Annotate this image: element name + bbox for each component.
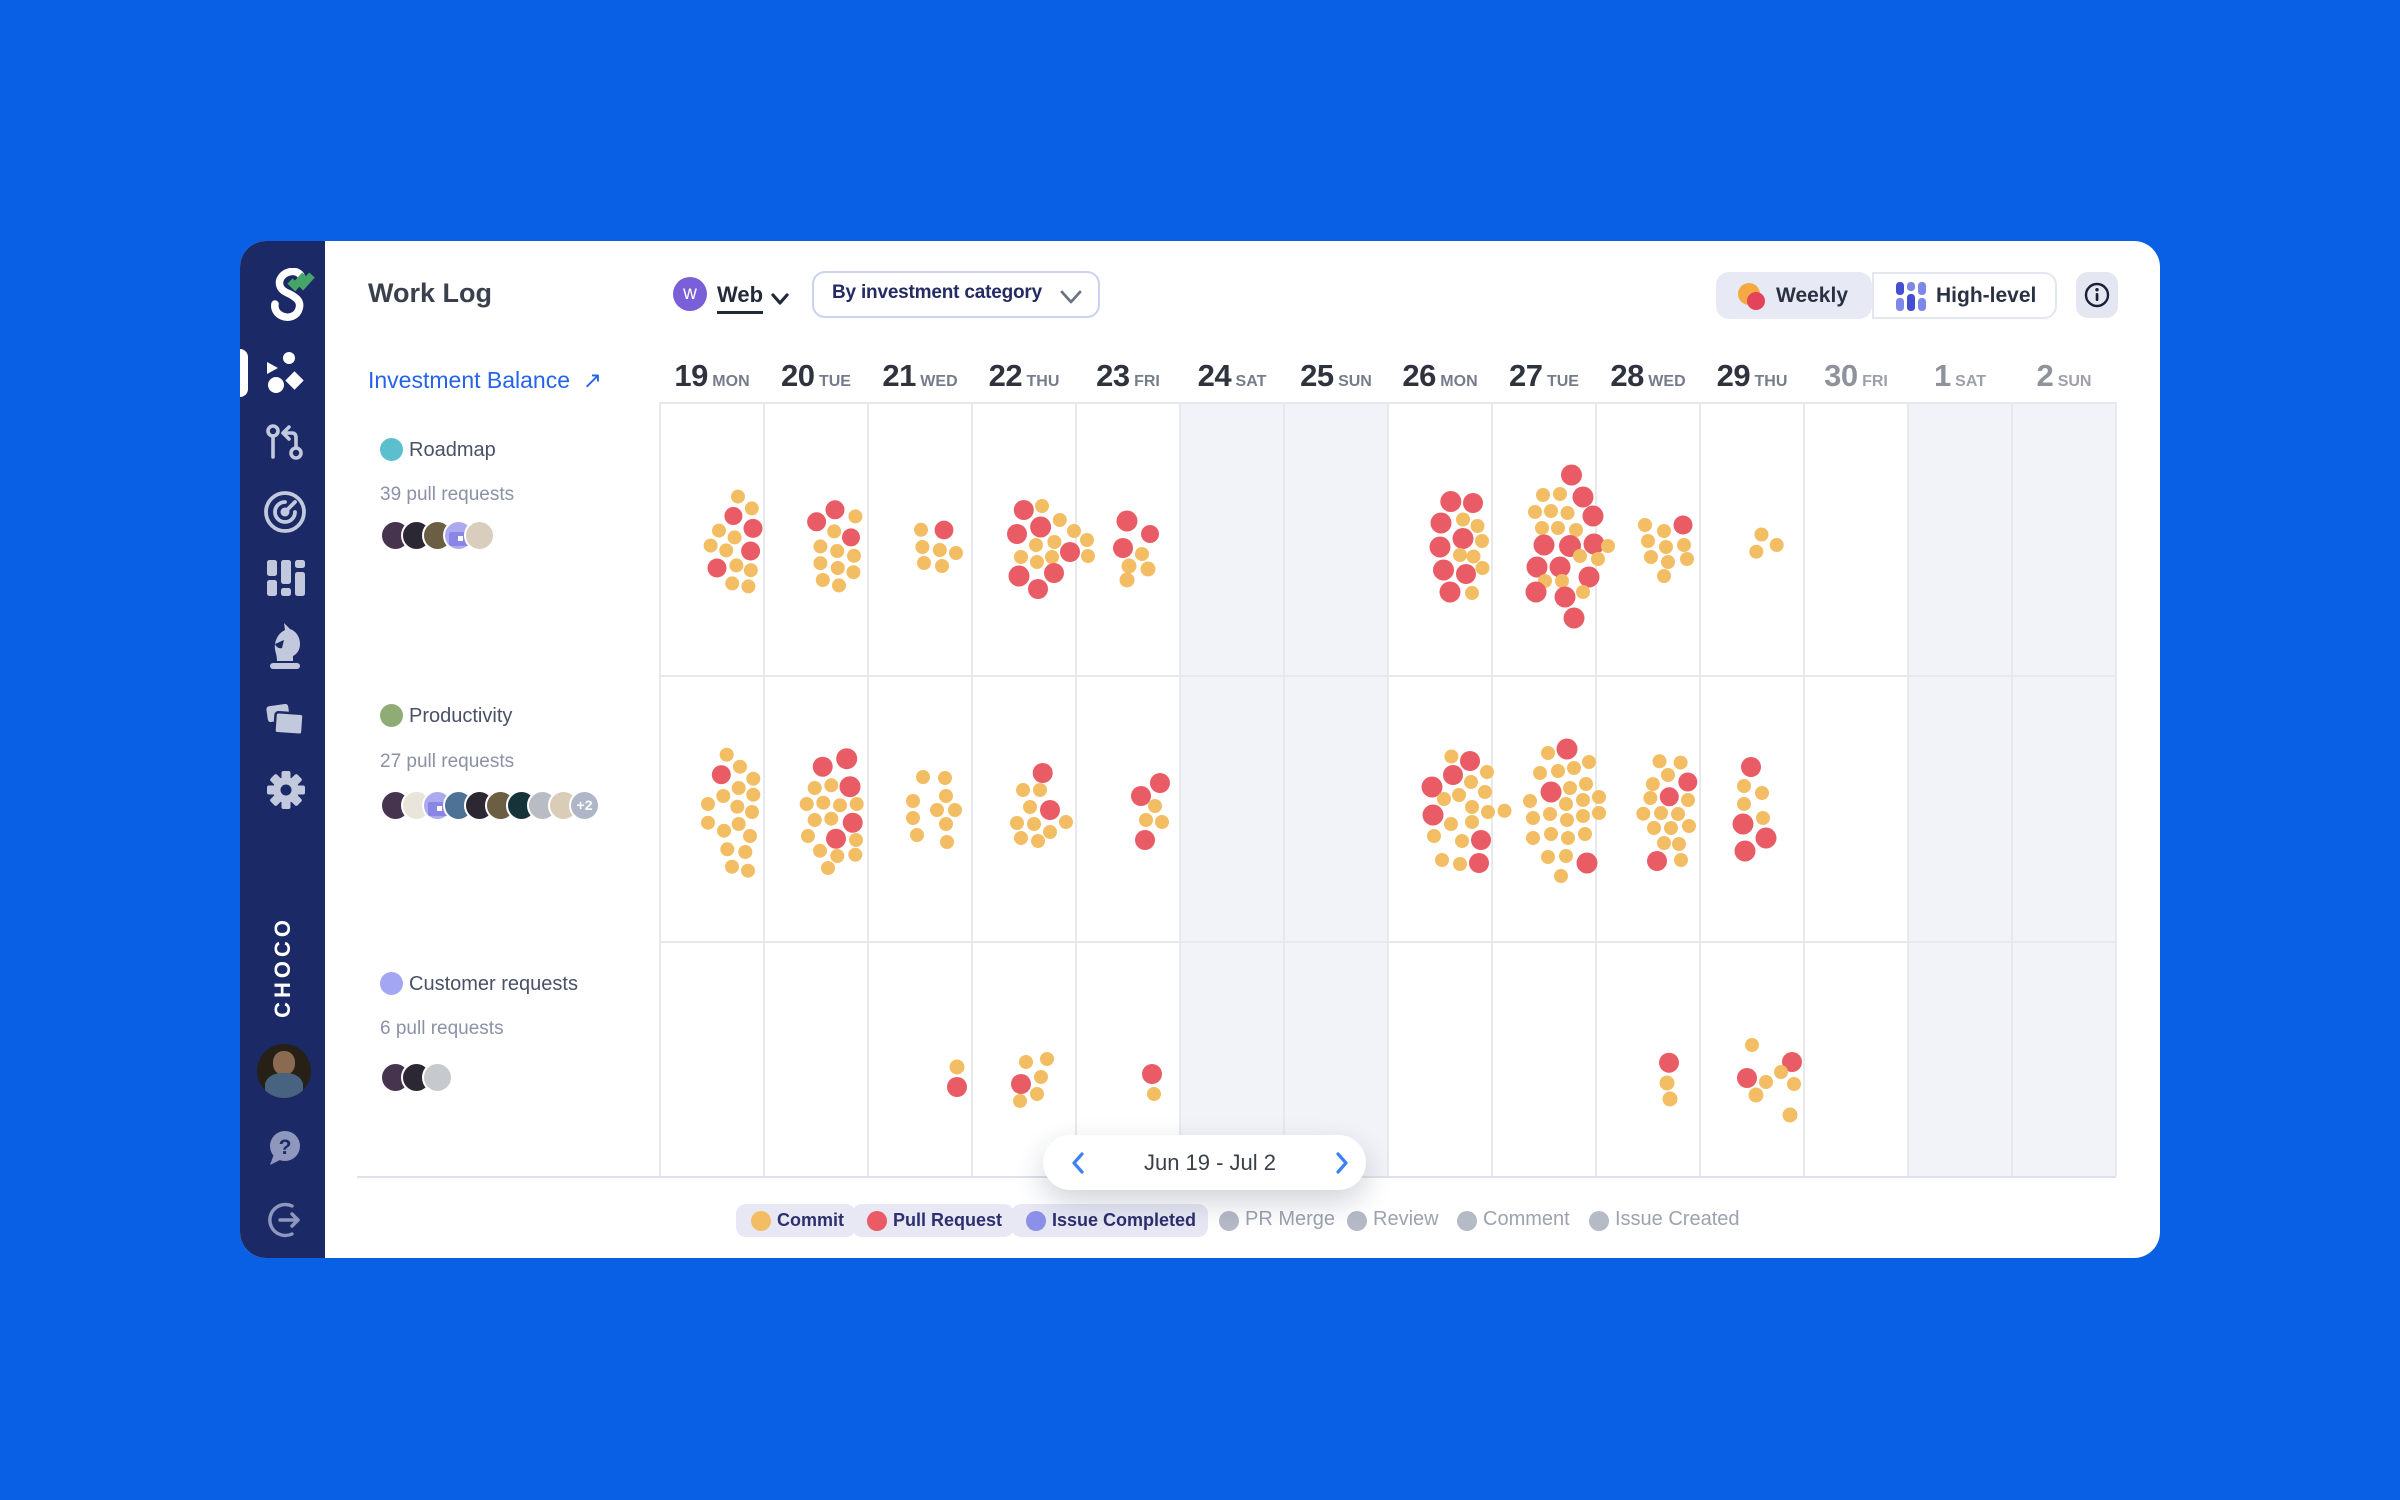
svg-text:?: ?	[279, 1136, 292, 1159]
